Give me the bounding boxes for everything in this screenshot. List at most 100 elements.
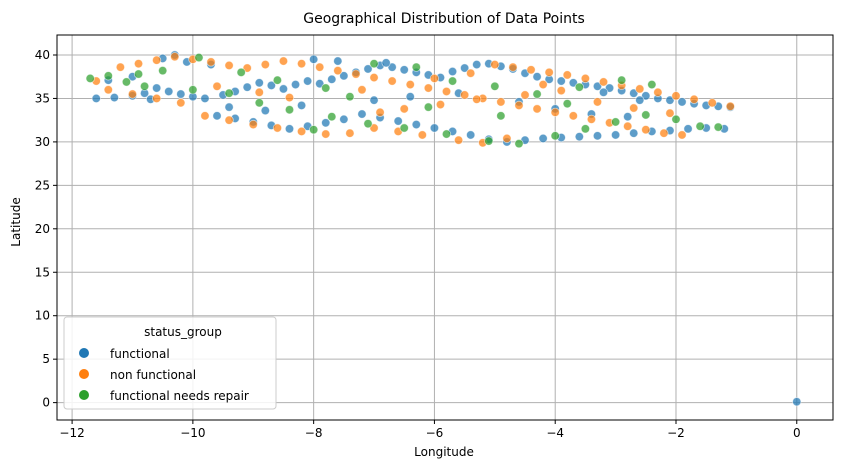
- y-tick-label: 25: [35, 178, 50, 192]
- data-point: [333, 66, 343, 76]
- data-point: [502, 133, 512, 144]
- data-point: [152, 93, 162, 104]
- data-point: [677, 130, 687, 140]
- data-point: [466, 130, 476, 140]
- data-point: [677, 97, 687, 107]
- axis-ticks: −12 −10 −8 −6 −4 −2 0 0 5 10 15 20 25 30 35 40: [35, 48, 801, 440]
- data-point: [284, 124, 295, 134]
- data-point: [635, 95, 645, 105]
- data-point: [133, 59, 144, 69]
- x-tick-label: −8: [305, 426, 323, 440]
- data-point: [357, 109, 367, 119]
- data-point: [447, 76, 458, 86]
- y-tick-label: 20: [35, 222, 50, 236]
- data-point: [580, 124, 591, 134]
- data-point: [254, 87, 264, 97]
- y-tick-label: 30: [35, 135, 50, 149]
- data-point: [296, 126, 307, 137]
- legend-box: [63, 316, 277, 410]
- data-point: [254, 98, 264, 108]
- data-point: [260, 106, 270, 116]
- data-point: [254, 78, 264, 88]
- data-point: [152, 55, 162, 65]
- data-point: [683, 124, 693, 134]
- data-point: [272, 123, 283, 133]
- data-point: [447, 66, 458, 77]
- data-point: [399, 123, 409, 133]
- data-point: [284, 92, 295, 103]
- y-tick-label: 10: [35, 309, 50, 323]
- x-tick-label: 0: [793, 426, 801, 440]
- data-point: [441, 86, 452, 97]
- data-point: [290, 79, 301, 90]
- data-point: [224, 60, 234, 71]
- data-point: [115, 62, 126, 72]
- data-point: [460, 90, 470, 100]
- data-point: [490, 81, 500, 91]
- data-point: [375, 107, 385, 117]
- data-point: [363, 64, 373, 74]
- data-point: [321, 118, 331, 128]
- data-point: [405, 79, 415, 90]
- data-point: [284, 105, 295, 115]
- data-point: [580, 73, 591, 84]
- x-tick-label: −6: [426, 426, 444, 440]
- y-tick-label: 15: [35, 265, 50, 279]
- data-point: [629, 128, 639, 138]
- data-point: [550, 107, 560, 117]
- data-point: [200, 111, 210, 121]
- data-point: [266, 80, 276, 91]
- data-point: [321, 129, 331, 139]
- data-point: [411, 62, 421, 72]
- data-point: [127, 89, 138, 99]
- data-point: [544, 67, 554, 77]
- data-point: [85, 73, 95, 84]
- data-point: [520, 90, 530, 100]
- data-point: [309, 54, 319, 64]
- data-point: [393, 116, 403, 126]
- data-point: [91, 93, 101, 104]
- data-point: [435, 99, 446, 110]
- data-point: [321, 83, 331, 93]
- data-point: [707, 98, 717, 108]
- data-point: [103, 71, 113, 81]
- data-point: [212, 81, 222, 91]
- data-point: [653, 87, 663, 97]
- data-point: [490, 59, 500, 70]
- data-point: [514, 100, 524, 110]
- data-point: [272, 75, 283, 85]
- data-point: [514, 139, 524, 149]
- legend-marker: [79, 390, 89, 400]
- data-point: [610, 130, 621, 140]
- data-points: [85, 50, 802, 407]
- data-point: [538, 79, 548, 90]
- data-point: [598, 87, 609, 97]
- data-point: [617, 75, 627, 85]
- data-point: [176, 98, 186, 108]
- data-point: [369, 72, 379, 83]
- data-point: [496, 111, 506, 121]
- data-point: [665, 108, 675, 118]
- data-point: [466, 68, 476, 78]
- plot-frame: [56, 34, 834, 421]
- data-point: [327, 74, 337, 84]
- x-tick-label: −2: [667, 426, 685, 440]
- data-point: [405, 92, 415, 102]
- data-point: [248, 119, 258, 130]
- data-point: [629, 103, 639, 113]
- x-tick-label: −12: [59, 426, 84, 440]
- data-point: [526, 65, 536, 75]
- data-point: [363, 119, 373, 129]
- data-point: [659, 128, 669, 138]
- data-point: [635, 84, 645, 94]
- data-point: [695, 121, 705, 131]
- data-point: [647, 79, 657, 90]
- data-point: [399, 65, 409, 75]
- y-tick-label: 40: [35, 48, 50, 62]
- data-point: [224, 88, 234, 98]
- data-point: [623, 112, 633, 122]
- data-point: [641, 110, 651, 120]
- data-point: [592, 131, 603, 141]
